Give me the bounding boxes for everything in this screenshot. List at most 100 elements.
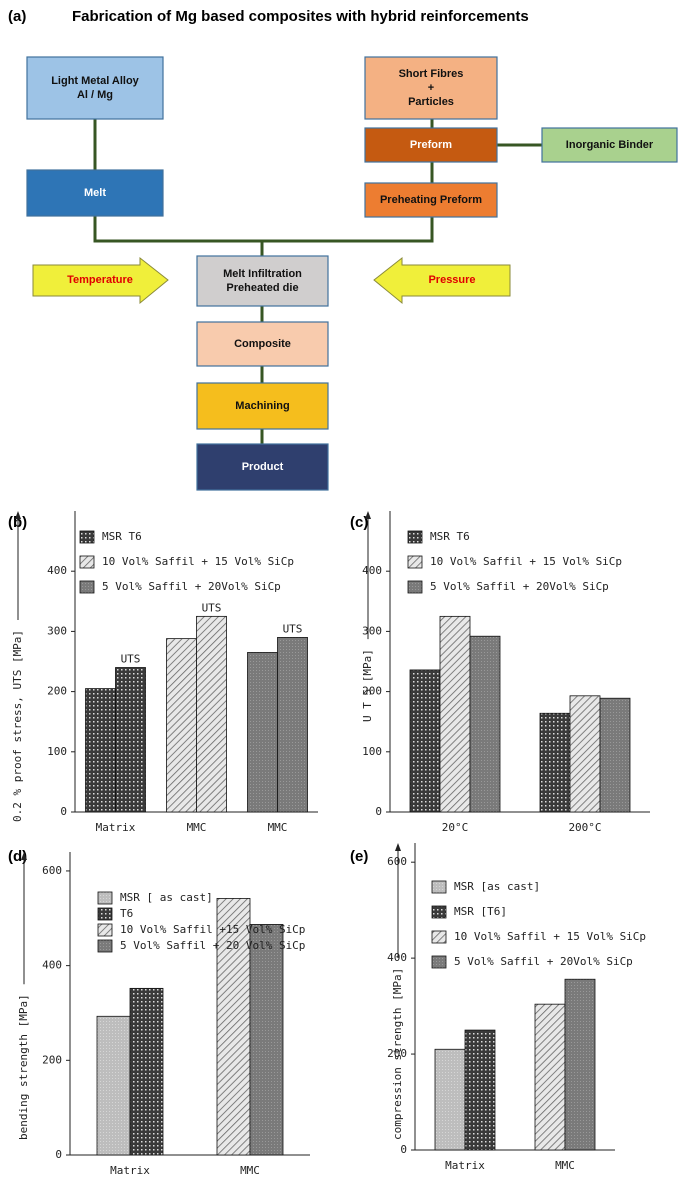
legend-label: 5 Vol% Saffil + 20Vol% SiCp bbox=[454, 955, 633, 968]
legend-label: MSR [as cast] bbox=[454, 880, 540, 893]
diagram-title: Fabrication of Mg based composites with … bbox=[72, 8, 529, 25]
legend-swatch bbox=[79, 580, 95, 594]
y-tick-label: 200 bbox=[47, 685, 67, 698]
node-label: Particles bbox=[408, 96, 454, 108]
legend-swatch bbox=[97, 891, 113, 905]
node-label: Preheated die bbox=[226, 282, 298, 294]
bar bbox=[166, 638, 197, 813]
y-tick-label: 200 bbox=[387, 1047, 407, 1060]
annotation: UTS bbox=[283, 622, 303, 635]
y-tick-label: 0 bbox=[60, 805, 67, 818]
y-tick-label: 100 bbox=[47, 745, 67, 758]
panel-label: (c) bbox=[350, 514, 368, 531]
bar bbox=[115, 667, 146, 813]
legend-label: 10 Vol% Saffil +15 Vol% SiCp bbox=[120, 923, 305, 936]
node-label: Short Fibres bbox=[399, 68, 464, 80]
x-tick-label: MMC bbox=[240, 1164, 260, 1177]
y-tick-label: 300 bbox=[362, 624, 382, 637]
node-label: Al / Mg bbox=[77, 89, 113, 101]
bar bbox=[469, 635, 501, 813]
axis-arrowhead bbox=[395, 843, 401, 851]
y-axis-label: U T S [MPa] bbox=[361, 649, 374, 722]
y-tick-label: 400 bbox=[47, 564, 67, 577]
node-box bbox=[196, 382, 329, 430]
x-tick-label: 20°C bbox=[442, 821, 469, 834]
bar bbox=[599, 697, 631, 813]
axis-arrowhead bbox=[21, 852, 27, 860]
y-tick-label: 600 bbox=[387, 855, 407, 868]
bar bbox=[464, 1029, 496, 1151]
node-label: Machining bbox=[235, 400, 289, 412]
node-label: Melt Infiltration bbox=[223, 268, 302, 280]
annotation: UTS bbox=[202, 601, 222, 614]
node-label: Inorganic Binder bbox=[566, 139, 654, 151]
node-box bbox=[364, 56, 498, 120]
node-label: Product bbox=[242, 461, 284, 473]
node-box bbox=[26, 169, 164, 217]
node-label: Preform bbox=[410, 139, 452, 151]
legend-label: 10 Vol% Saffil + 15 Vol% SiCp bbox=[430, 555, 622, 568]
legend-swatch bbox=[97, 939, 113, 953]
node-label: Melt bbox=[84, 187, 106, 199]
y-axis-label: compression strength [MPa] bbox=[391, 968, 404, 1140]
x-tick-label: Matrix bbox=[110, 1164, 150, 1177]
bar bbox=[564, 978, 596, 1151]
y-tick-label: 600 bbox=[42, 864, 62, 877]
bar bbox=[96, 1015, 131, 1156]
bar bbox=[85, 688, 116, 813]
bar bbox=[434, 1048, 466, 1151]
y-tick-label: 300 bbox=[47, 624, 67, 637]
legend-swatch bbox=[79, 555, 95, 569]
legend-label: T6 bbox=[120, 907, 133, 920]
node-box bbox=[196, 255, 329, 307]
node-label: Composite bbox=[234, 338, 291, 350]
node-label: Temperature bbox=[67, 274, 133, 286]
x-tick-label: MMC bbox=[268, 821, 288, 834]
x-tick-label: MMC bbox=[187, 821, 207, 834]
y-tick-label: 400 bbox=[387, 951, 407, 964]
legend-label: 10 Vol% Saffil + 15 Vol% SiCp bbox=[102, 555, 294, 568]
node-box bbox=[364, 127, 498, 163]
node-label: + bbox=[428, 82, 434, 94]
legend-label: 10 Vol% Saffil + 15 Vol% SiCp bbox=[454, 930, 646, 943]
node-label: Light Metal Alloy bbox=[51, 75, 139, 87]
legend-swatch bbox=[431, 955, 447, 969]
legend-label: 5 Vol% Saffil + 20 Vol% SiCp bbox=[120, 939, 305, 952]
y-tick-label: 200 bbox=[362, 685, 382, 698]
bar bbox=[129, 987, 164, 1156]
legend-swatch bbox=[97, 923, 113, 937]
y-tick-label: 0 bbox=[375, 805, 382, 818]
node-box bbox=[364, 182, 498, 218]
panel-label: (a) bbox=[8, 8, 26, 25]
connectors bbox=[93, 119, 542, 444]
legend-swatch bbox=[79, 530, 95, 544]
y-tick-label: 0 bbox=[400, 1143, 407, 1156]
node-label: Preheating Preform bbox=[380, 194, 482, 206]
axis-arrowhead bbox=[15, 511, 21, 519]
y-tick-label: 400 bbox=[362, 564, 382, 577]
node-box bbox=[541, 127, 678, 163]
x-tick-label: Matrix bbox=[445, 1159, 485, 1172]
bar bbox=[409, 669, 441, 813]
legend-swatch bbox=[431, 905, 447, 919]
bar bbox=[249, 924, 284, 1156]
x-tick-label: 200°C bbox=[568, 821, 601, 834]
y-tick-label: 200 bbox=[42, 1053, 62, 1066]
legend-label: 5 Vol% Saffil + 20Vol% SiCp bbox=[102, 580, 281, 593]
legend-swatch bbox=[97, 907, 113, 921]
y-tick-label: 400 bbox=[42, 959, 62, 972]
legend-swatch bbox=[407, 555, 423, 569]
node-box bbox=[196, 443, 329, 491]
bar bbox=[534, 1003, 566, 1151]
node-box bbox=[26, 56, 164, 120]
y-axis-label: bending strength [MPa] bbox=[17, 994, 30, 1140]
legend-label: MSR [T6] bbox=[454, 905, 507, 918]
legend-swatch bbox=[407, 530, 423, 544]
legend-label: MSR [ as cast] bbox=[120, 891, 213, 904]
x-tick-label: Matrix bbox=[96, 821, 136, 834]
bar bbox=[196, 615, 227, 813]
node-box bbox=[196, 321, 329, 367]
axis-arrowhead bbox=[365, 511, 371, 519]
arrow-shape bbox=[32, 256, 169, 305]
